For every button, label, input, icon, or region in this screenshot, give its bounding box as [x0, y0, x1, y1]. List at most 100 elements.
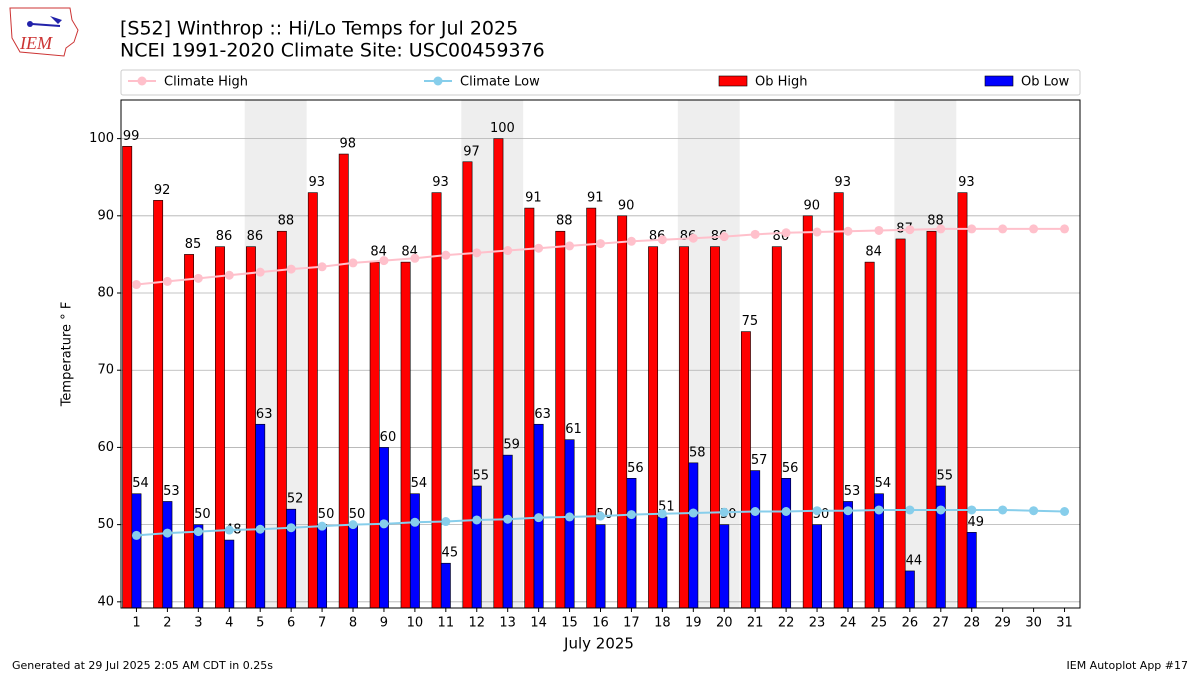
x-tick-label: 8: [349, 616, 357, 631]
data-label: 59: [503, 438, 520, 453]
point: [657, 509, 667, 519]
x-tick-label: 15: [561, 616, 578, 631]
x-tick-label: 6: [287, 616, 295, 631]
plot-frame: [120, 99, 1081, 609]
point: [1029, 506, 1039, 516]
data-label: 92: [154, 183, 171, 198]
bar: [338, 153, 349, 609]
legend-marker: [433, 76, 443, 86]
legend-marker: [137, 76, 147, 86]
bar: [153, 200, 164, 609]
bar: [307, 192, 318, 609]
data-label: 63: [256, 407, 273, 422]
x-axis-label: July 2025: [563, 635, 634, 653]
y-tick-label: 90: [97, 208, 114, 223]
bar: [740, 331, 751, 609]
data-label: 56: [782, 461, 799, 476]
legend-label: Climate High: [164, 75, 248, 90]
point: [1060, 224, 1070, 234]
data-label: 91: [525, 191, 542, 206]
data-label: 91: [587, 191, 604, 206]
point: [224, 270, 234, 280]
point: [626, 510, 636, 520]
bar: [595, 524, 606, 609]
bar: [626, 477, 637, 609]
x-tick-label: 4: [225, 616, 233, 631]
point: [1060, 506, 1070, 516]
point: [998, 224, 1008, 234]
data-label: 60: [380, 430, 397, 445]
point: [596, 511, 605, 521]
point: [379, 519, 389, 529]
x-tick-label: 21: [747, 616, 764, 631]
bar: [657, 516, 668, 609]
data-label: 58: [689, 445, 706, 460]
x-tick-label: 10: [407, 616, 424, 631]
x-tick-label: 25: [871, 616, 888, 631]
point: [472, 515, 482, 525]
x-tick-label: 1: [132, 616, 140, 631]
point: [317, 262, 327, 272]
point: [255, 267, 265, 277]
bar: [162, 501, 173, 609]
x-tick-label: 20: [716, 616, 733, 631]
x-tick-label: 23: [809, 616, 826, 631]
point: [905, 225, 915, 235]
legend-swatch: [718, 75, 748, 87]
data-label: 75: [742, 314, 759, 329]
point: [688, 508, 698, 518]
bar: [719, 524, 730, 609]
chart-subtitle: NCEI 1991-2020 Climate Site: USC00459376: [120, 40, 545, 62]
bar: [812, 524, 822, 609]
point: [750, 506, 760, 516]
bar: [833, 192, 844, 609]
data-label: 86: [216, 229, 233, 244]
bar: [193, 524, 204, 609]
logo-icon: [27, 21, 33, 27]
x-tick-label: 13: [499, 616, 516, 631]
point: [348, 258, 358, 268]
bar: [935, 485, 946, 609]
bar: [131, 493, 142, 609]
point: [255, 524, 265, 534]
x-tick-label: 2: [163, 616, 171, 631]
logo: IEM: [9, 7, 79, 57]
y-tick-label: 100: [89, 131, 114, 146]
x-tick-label: 28: [963, 616, 980, 631]
bar: [502, 454, 513, 609]
point: [379, 256, 389, 266]
bar: [524, 207, 535, 609]
data-label: 55: [472, 469, 489, 484]
point: [874, 505, 884, 515]
logo-text: IEM: [19, 33, 53, 53]
data-label: 55: [937, 469, 954, 484]
data-label: 84: [865, 245, 882, 260]
point: [998, 505, 1008, 515]
x-tick-label: 18: [654, 616, 671, 631]
point: [626, 236, 636, 246]
x-tick-label: 29: [994, 616, 1011, 631]
data-label: 93: [309, 175, 326, 190]
bar: [679, 246, 689, 609]
point: [1029, 224, 1039, 234]
x-tick-label: 16: [592, 616, 609, 631]
point: [224, 525, 234, 535]
x-tick-label: 12: [468, 616, 485, 631]
legend-label: Ob Low: [1021, 75, 1070, 90]
point: [565, 512, 575, 522]
point: [162, 276, 172, 286]
logo-icon: [50, 16, 62, 24]
point: [534, 243, 544, 253]
point: [812, 506, 822, 516]
bar: [895, 238, 906, 609]
point: [843, 226, 853, 236]
x-tick-label: 26: [902, 616, 919, 631]
x-tick-label: 5: [256, 616, 264, 631]
x-tick-label: 27: [933, 616, 950, 631]
data-label: 90: [803, 198, 820, 213]
point: [905, 505, 915, 515]
bar: [400, 261, 411, 609]
bar: [409, 493, 420, 609]
point: [874, 225, 884, 235]
logo-icon: [31, 23, 61, 27]
